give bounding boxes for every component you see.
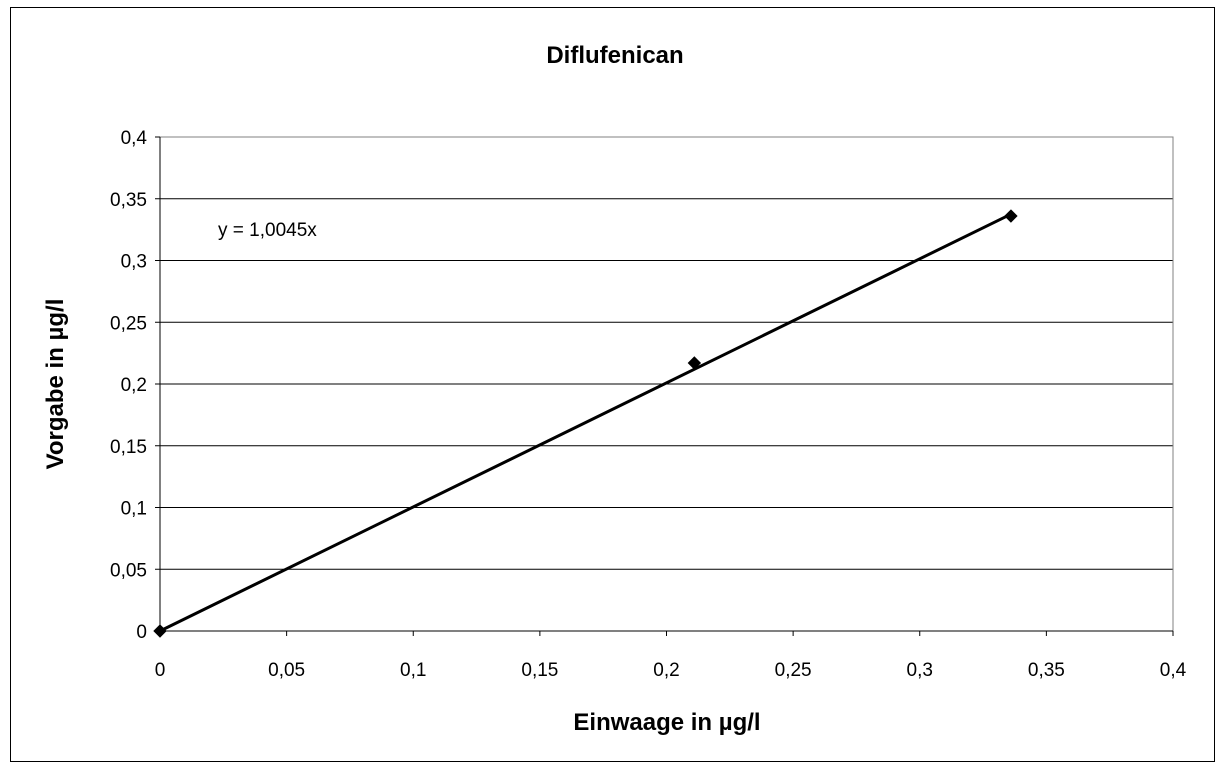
x-tick-label: 0,25 <box>775 660 812 681</box>
y-tick-label: 0,05 <box>110 560 147 581</box>
axes <box>155 136 1174 636</box>
x-tick-label: 0,15 <box>521 660 558 681</box>
data-point-marker <box>687 356 702 370</box>
y-tick-label: 0,35 <box>110 190 147 211</box>
y-tick-label: 0,25 <box>110 313 147 334</box>
x-tick-label: 0,3 <box>907 660 933 681</box>
trendline <box>158 212 1013 633</box>
x-tick-labels: 0 0,05 0,1 0,15 0,2 0,25 0,3 0,35 0,4 <box>155 660 1187 681</box>
y-tick-label: 0,3 <box>121 252 147 273</box>
y-axis-title: Vorgabe in µg/l <box>42 299 69 470</box>
data-point-marker <box>1004 209 1018 223</box>
y-tick-label: 0 <box>136 622 147 643</box>
x-tick-label: 0,05 <box>268 660 305 681</box>
x-tick-label: 0,35 <box>1028 660 1065 681</box>
trendline-layer <box>158 212 1013 633</box>
chart-title: Diflufenican <box>546 42 683 69</box>
data-point-marker <box>153 624 167 638</box>
x-tick-label: 0,2 <box>653 660 679 681</box>
gridlines <box>160 136 1173 570</box>
y-tick-label: 0,1 <box>121 499 147 520</box>
y-tick-labels: 0 0,05 0,1 0,15 0,2 0,25 0,3 0,35 0,4 <box>110 128 147 643</box>
y-tick-label: 0,2 <box>121 375 147 396</box>
x-tick-label: 0 <box>155 660 166 681</box>
x-axis-title: Einwaage in µg/l <box>573 709 760 736</box>
y-tick-label: 0,15 <box>110 437 147 458</box>
y-tick-label: 0,4 <box>121 128 148 149</box>
trendline-equation: y = 1,0045x <box>218 220 317 241</box>
x-tick-label: 0,4 <box>1160 660 1187 681</box>
marker-layer <box>153 209 1018 638</box>
x-tick-label: 0,1 <box>400 660 426 681</box>
